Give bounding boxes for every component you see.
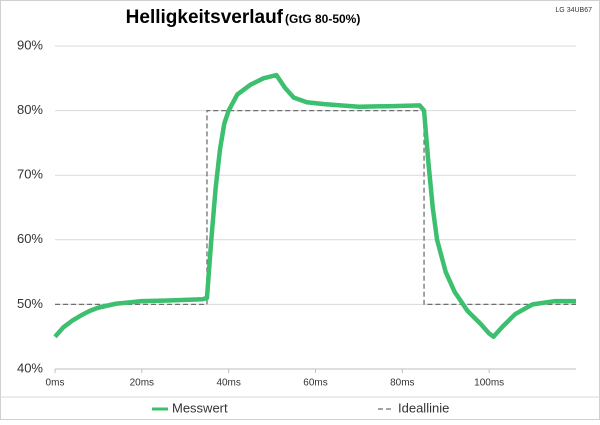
legend-label: Messwert (172, 400, 228, 415)
y-tick-label: 60% (17, 231, 43, 246)
x-tick-label: 80ms (390, 378, 414, 389)
x-tick-label: 40ms (216, 378, 240, 389)
y-tick-label: 70% (17, 167, 43, 182)
x-tick-label: 0ms (46, 378, 65, 389)
x-tick-label: 20ms (130, 378, 154, 389)
title-note: (GtG 80-50%) (285, 12, 360, 26)
y-tick-label: 80% (17, 102, 43, 117)
subtitle: LG 34UB67 (555, 7, 592, 14)
y-tick-label: 40% (17, 360, 43, 375)
x-tick-label: 60ms (303, 378, 327, 389)
series-line (53, 72, 576, 339)
legend-label: Ideallinie (398, 400, 449, 415)
chart-title: Helligkeitsverlauf (126, 7, 284, 28)
x-tick-label: 100ms (474, 378, 504, 389)
y-tick-label: 50% (17, 296, 43, 311)
y-tick-label: 90% (17, 37, 43, 52)
